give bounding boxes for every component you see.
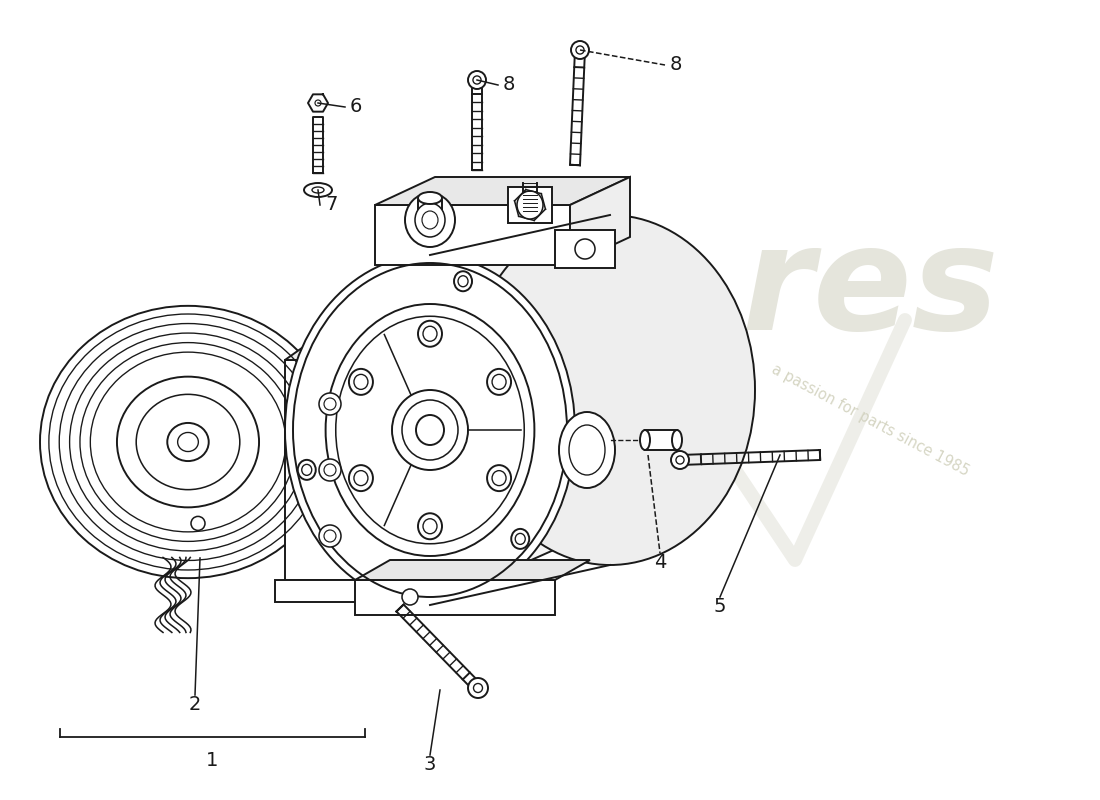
Polygon shape: [430, 215, 610, 605]
Ellipse shape: [492, 470, 506, 486]
Text: 5: 5: [714, 597, 726, 616]
Ellipse shape: [424, 518, 437, 534]
Circle shape: [315, 100, 321, 106]
Ellipse shape: [424, 326, 437, 342]
Text: 8: 8: [670, 55, 682, 74]
Circle shape: [468, 71, 486, 89]
Ellipse shape: [458, 276, 468, 286]
Polygon shape: [508, 187, 552, 223]
Polygon shape: [645, 430, 676, 450]
Circle shape: [402, 589, 418, 605]
Ellipse shape: [177, 433, 198, 451]
Polygon shape: [285, 360, 375, 580]
Ellipse shape: [422, 211, 438, 229]
Ellipse shape: [167, 423, 209, 461]
Ellipse shape: [402, 400, 458, 460]
Text: 3: 3: [424, 755, 437, 774]
Ellipse shape: [285, 255, 575, 605]
Polygon shape: [355, 580, 556, 615]
Polygon shape: [375, 335, 410, 470]
Ellipse shape: [575, 239, 595, 259]
Ellipse shape: [487, 369, 512, 395]
Ellipse shape: [136, 394, 240, 490]
Ellipse shape: [454, 271, 472, 291]
Polygon shape: [285, 335, 410, 360]
Ellipse shape: [312, 187, 324, 193]
Circle shape: [571, 41, 588, 59]
Ellipse shape: [465, 215, 755, 565]
Ellipse shape: [415, 203, 446, 237]
Ellipse shape: [349, 369, 373, 395]
Ellipse shape: [326, 304, 535, 556]
Ellipse shape: [319, 525, 341, 547]
Circle shape: [468, 678, 488, 698]
Polygon shape: [556, 230, 615, 268]
Text: 8: 8: [503, 75, 516, 94]
Ellipse shape: [418, 321, 442, 346]
Ellipse shape: [492, 374, 506, 390]
Ellipse shape: [418, 514, 442, 539]
Ellipse shape: [559, 412, 615, 488]
Text: 6: 6: [350, 98, 362, 117]
Ellipse shape: [324, 398, 336, 410]
Polygon shape: [355, 560, 590, 580]
Ellipse shape: [392, 390, 468, 470]
Circle shape: [671, 451, 689, 469]
Ellipse shape: [405, 193, 455, 247]
Ellipse shape: [298, 460, 316, 480]
Text: res: res: [741, 219, 999, 361]
Polygon shape: [275, 580, 385, 602]
Circle shape: [473, 683, 483, 693]
Ellipse shape: [512, 529, 529, 549]
Polygon shape: [375, 205, 570, 265]
Text: 2: 2: [189, 695, 201, 714]
Ellipse shape: [487, 465, 512, 491]
Ellipse shape: [640, 430, 650, 450]
Text: 7: 7: [324, 195, 338, 214]
Ellipse shape: [672, 430, 682, 450]
Ellipse shape: [324, 464, 336, 476]
Ellipse shape: [517, 191, 543, 219]
Ellipse shape: [301, 464, 311, 475]
Text: 4: 4: [653, 553, 667, 572]
Ellipse shape: [349, 465, 373, 491]
Circle shape: [675, 456, 684, 464]
Ellipse shape: [354, 470, 367, 486]
Text: a passion for parts since 1985: a passion for parts since 1985: [769, 362, 971, 478]
Ellipse shape: [324, 530, 336, 542]
Ellipse shape: [515, 534, 525, 544]
Circle shape: [576, 46, 584, 54]
Polygon shape: [375, 177, 630, 205]
Ellipse shape: [569, 425, 605, 475]
Text: 1: 1: [207, 751, 219, 770]
Ellipse shape: [354, 374, 367, 390]
Ellipse shape: [319, 393, 341, 415]
Ellipse shape: [319, 459, 341, 481]
Polygon shape: [570, 177, 630, 265]
Ellipse shape: [40, 306, 336, 578]
Ellipse shape: [416, 415, 444, 445]
Ellipse shape: [304, 183, 332, 197]
Ellipse shape: [418, 192, 442, 204]
Ellipse shape: [117, 377, 258, 507]
Ellipse shape: [191, 517, 205, 530]
Circle shape: [473, 76, 481, 84]
